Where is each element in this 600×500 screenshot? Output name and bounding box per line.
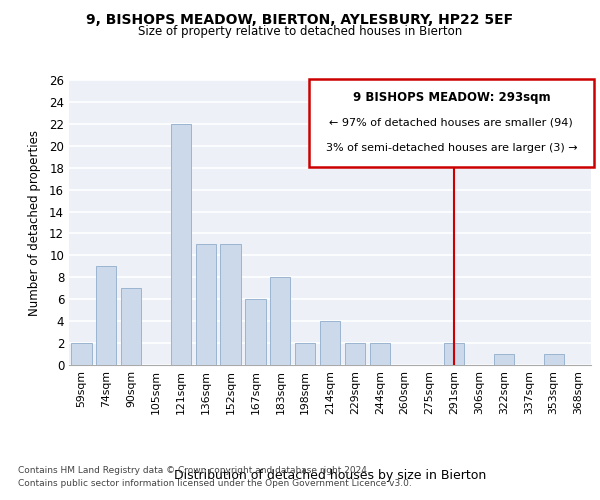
Text: 9, BISHOPS MEADOW, BIERTON, AYLESBURY, HP22 5EF: 9, BISHOPS MEADOW, BIERTON, AYLESBURY, H… — [86, 12, 514, 26]
Bar — [295, 343, 316, 365]
Text: Size of property relative to detached houses in Bierton: Size of property relative to detached ho… — [138, 25, 462, 38]
Bar — [96, 266, 116, 365]
Text: ← 97% of detached houses are smaller (94): ← 97% of detached houses are smaller (94… — [329, 117, 573, 127]
FancyBboxPatch shape — [309, 78, 593, 167]
Bar — [544, 354, 564, 365]
Bar — [170, 124, 191, 365]
Bar — [270, 278, 290, 365]
Text: 9 BISHOPS MEADOW: 293sqm: 9 BISHOPS MEADOW: 293sqm — [353, 92, 550, 104]
Bar — [196, 244, 216, 365]
Bar — [320, 321, 340, 365]
Bar — [344, 343, 365, 365]
Bar — [370, 343, 390, 365]
Y-axis label: Number of detached properties: Number of detached properties — [28, 130, 41, 316]
Text: Contains public sector information licensed under the Open Government Licence v3: Contains public sector information licen… — [18, 479, 412, 488]
Bar — [494, 354, 514, 365]
Bar — [245, 299, 266, 365]
Bar — [71, 343, 92, 365]
X-axis label: Distribution of detached houses by size in Bierton: Distribution of detached houses by size … — [174, 470, 486, 482]
Bar — [121, 288, 142, 365]
Text: 3% of semi-detached houses are larger (3) →: 3% of semi-detached houses are larger (3… — [326, 142, 577, 152]
Text: Contains HM Land Registry data © Crown copyright and database right 2024.: Contains HM Land Registry data © Crown c… — [18, 466, 370, 475]
Bar — [444, 343, 464, 365]
Bar — [220, 244, 241, 365]
